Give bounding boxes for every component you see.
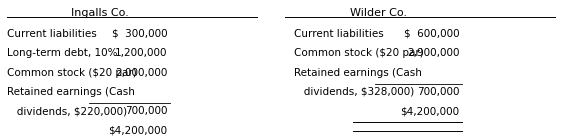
Text: Common stock ($20 par): Common stock ($20 par) xyxy=(294,48,424,58)
Text: 2,000,000: 2,000,000 xyxy=(115,68,167,78)
Text: Current liabilities: Current liabilities xyxy=(294,29,384,39)
Text: Retained earnings (Cash: Retained earnings (Cash xyxy=(294,68,421,78)
Text: Common stock ($20 par): Common stock ($20 par) xyxy=(7,68,137,78)
Text: Wilder Co.: Wilder Co. xyxy=(350,8,407,18)
Text: dividends, $220,000): dividends, $220,000) xyxy=(7,106,127,116)
Text: $  300,000: $ 300,000 xyxy=(112,29,167,39)
Text: Ingalls Co.: Ingalls Co. xyxy=(71,8,129,18)
Text: 1,200,000: 1,200,000 xyxy=(115,48,167,58)
Text: dividends, $328,000): dividends, $328,000) xyxy=(294,87,414,97)
Text: Current liabilities: Current liabilities xyxy=(7,29,97,39)
Text: 2,900,000: 2,900,000 xyxy=(407,48,459,58)
Text: 700,000: 700,000 xyxy=(417,87,459,97)
Text: $4,200,000: $4,200,000 xyxy=(108,125,167,135)
Text: $4,200,000: $4,200,000 xyxy=(401,106,459,116)
Text: Long-term debt, 10%: Long-term debt, 10% xyxy=(7,48,118,58)
Text: Retained earnings (Cash: Retained earnings (Cash xyxy=(7,87,135,97)
Text: $  600,000: $ 600,000 xyxy=(404,29,459,39)
Text: 700,000: 700,000 xyxy=(125,106,167,116)
